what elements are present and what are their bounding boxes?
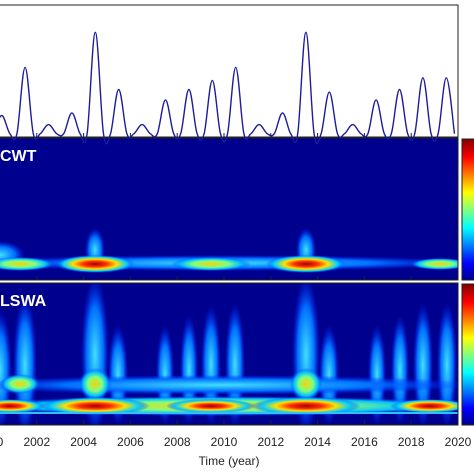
panel-label: LSWA xyxy=(0,293,47,310)
x-tick-label: 2016 xyxy=(351,435,378,449)
x-tick-label: 2000 xyxy=(0,435,4,449)
x-tick-label: 2008 xyxy=(164,435,191,449)
panel-label: CWT xyxy=(0,148,37,165)
line-panel xyxy=(0,4,459,138)
colorbar xyxy=(461,138,474,281)
x-tick-label: 2006 xyxy=(117,435,144,449)
x-tick-label: 2004 xyxy=(70,435,97,449)
lswa-panel xyxy=(0,283,458,425)
x-tick-label: 2018 xyxy=(398,435,425,449)
x-tick-label: 2020 xyxy=(445,435,472,449)
x-tick-label: 2010 xyxy=(211,435,238,449)
series-line xyxy=(0,31,456,145)
colorbar xyxy=(461,283,474,426)
x-tick-label: 2012 xyxy=(257,435,284,449)
x-tick-label: 2002 xyxy=(23,435,50,449)
x-tick-label: 2014 xyxy=(304,435,331,449)
x-axis-label: Time (year) xyxy=(199,454,260,468)
cwt-panel xyxy=(0,138,458,280)
